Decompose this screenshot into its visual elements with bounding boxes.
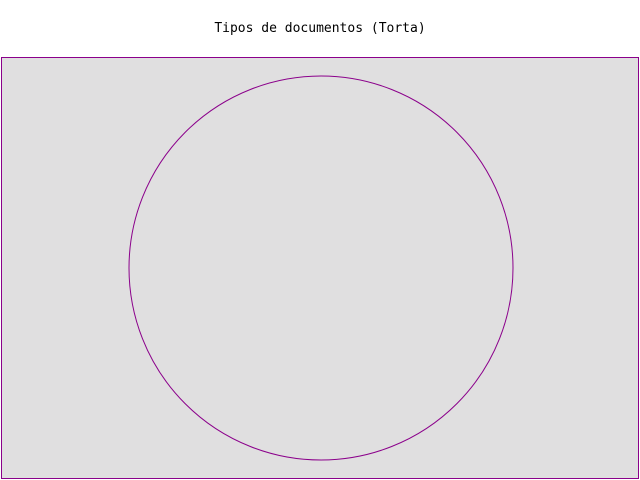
plot-area: [1, 57, 639, 479]
pie-chart: [1, 57, 639, 479]
pie-outline: [128, 75, 514, 461]
plot-background: [1, 57, 639, 479]
chart-title: Tipos de documentos (Torta): [214, 21, 426, 36]
